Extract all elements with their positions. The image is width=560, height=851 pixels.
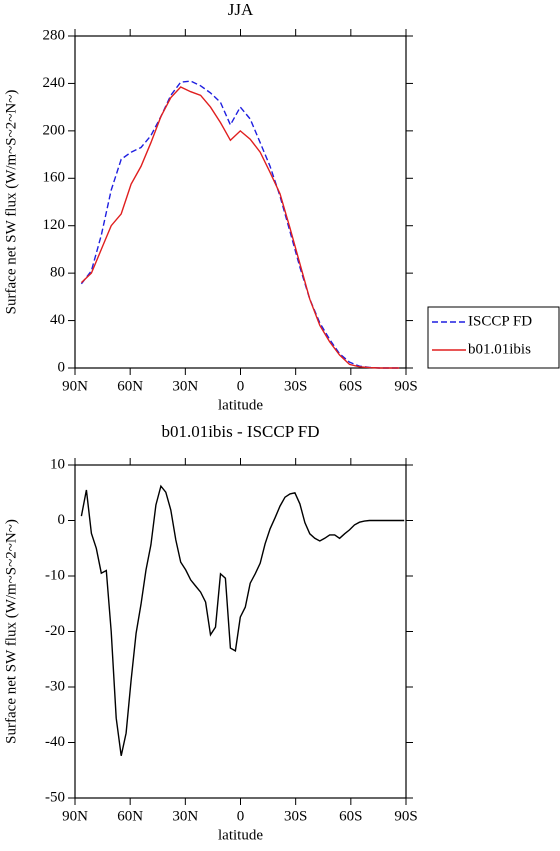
y-tick-label: 240 bbox=[43, 75, 66, 91]
x-tick-label: 90S bbox=[394, 378, 417, 394]
y-tick-label: 200 bbox=[43, 122, 66, 138]
y-tick-label: 280 bbox=[43, 27, 66, 43]
x-tick-label: 0 bbox=[237, 378, 245, 394]
x-tick-label: 0 bbox=[237, 808, 245, 824]
x-axis-label: latitude bbox=[218, 827, 263, 843]
series-line bbox=[80, 80, 400, 369]
x-tick-label: 60S bbox=[339, 378, 362, 394]
x-tick-label: 30N bbox=[172, 808, 198, 824]
y-tick-label: 0 bbox=[58, 359, 66, 375]
y-tick-label: -50 bbox=[45, 789, 65, 805]
y-tick-label: -40 bbox=[45, 734, 65, 750]
x-tick-label: 90S bbox=[394, 808, 417, 824]
y-tick-label: 0 bbox=[58, 512, 66, 528]
y-tick-label: 80 bbox=[50, 265, 65, 281]
x-tick-label: 30N bbox=[172, 378, 198, 394]
x-tick-label: 60N bbox=[117, 378, 143, 394]
y-tick-label: -30 bbox=[45, 678, 65, 694]
y-tick-label: 40 bbox=[50, 312, 65, 328]
legend-box bbox=[427, 306, 560, 369]
chart-title: b01.01ibis - ISCCP FD bbox=[161, 422, 319, 441]
x-tick-label: 60N bbox=[117, 808, 143, 824]
difference-line bbox=[80, 484, 405, 756]
x-tick-label: 90N bbox=[62, 808, 88, 824]
y-tick-label: 160 bbox=[43, 170, 66, 186]
chart-title: JJA bbox=[228, 0, 254, 19]
plot-frame bbox=[74, 464, 407, 799]
legend-label: b01.01ibis bbox=[468, 341, 531, 357]
y-axis-label: Surface net SW flux (W/m~S~2~N~) bbox=[3, 519, 19, 744]
series-line bbox=[80, 86, 400, 369]
y-axis-label: Surface net SW flux (W/m~S~2~N~) bbox=[3, 90, 19, 315]
y-tick-label: -10 bbox=[45, 567, 65, 583]
x-tick-label: 60S bbox=[339, 808, 362, 824]
legend-label: ISCCP FD bbox=[468, 313, 532, 329]
x-axis-label: latitude bbox=[218, 397, 263, 413]
x-tick-label: 30S bbox=[284, 378, 307, 394]
y-tick-label: 120 bbox=[43, 217, 66, 233]
x-tick-label: 90N bbox=[62, 378, 88, 394]
x-tick-label: 30S bbox=[284, 808, 307, 824]
y-tick-label: -20 bbox=[45, 623, 65, 639]
y-tick-label: 10 bbox=[50, 456, 65, 472]
